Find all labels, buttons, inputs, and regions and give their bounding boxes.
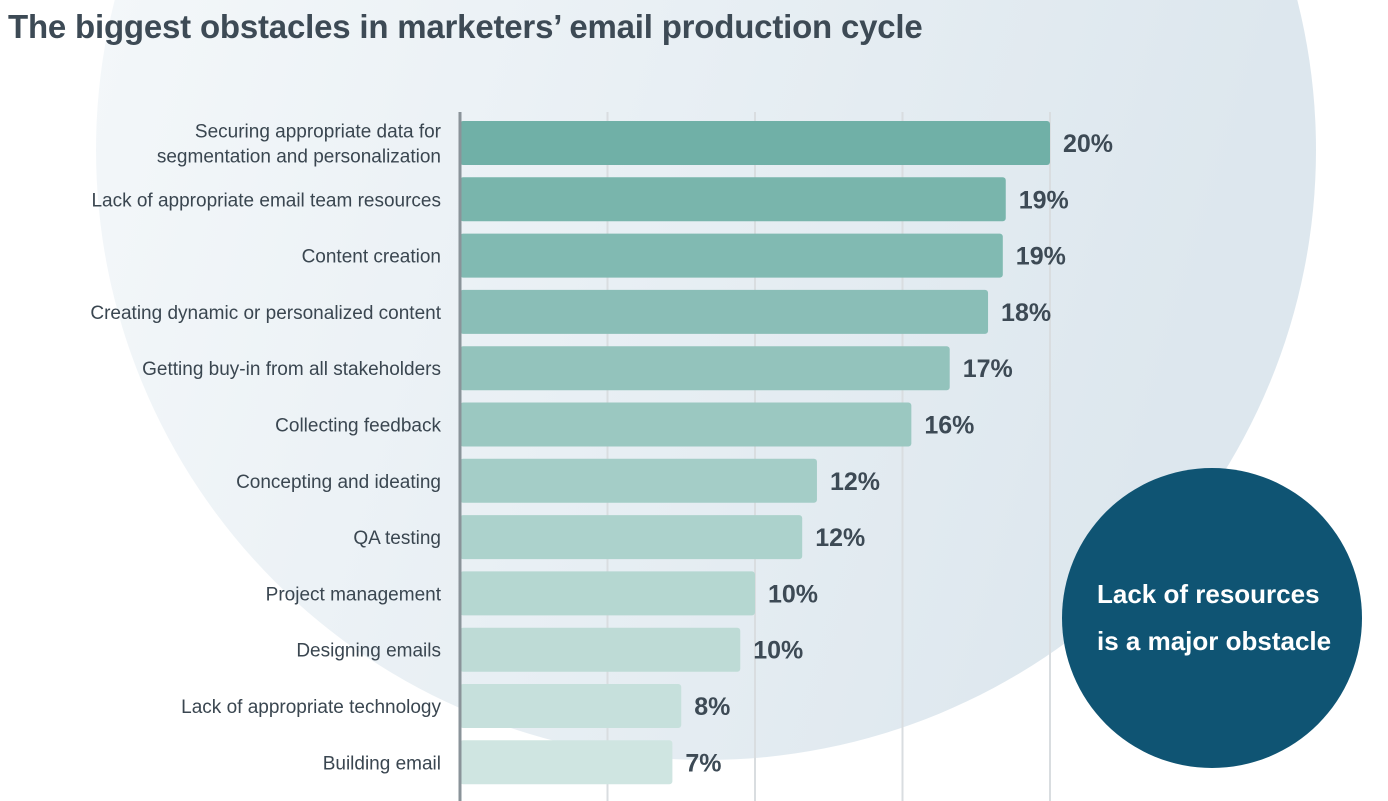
category-label: Content creation — [302, 247, 441, 268]
callout-badge: Lack of resources is a major obstacle — [1062, 468, 1362, 768]
category-label: Securing appropriate data for — [195, 122, 442, 143]
value-label: 10% — [768, 580, 818, 608]
value-label: 12% — [815, 524, 865, 552]
value-label: 18% — [1001, 299, 1051, 327]
value-label: 19% — [1016, 243, 1066, 271]
bar — [460, 289, 989, 334]
callout-line-1: Lack of resources — [1097, 579, 1320, 609]
value-label: 19% — [1019, 186, 1069, 214]
bar — [460, 233, 1003, 278]
category-label: Lack of appropriate email team resources — [91, 190, 441, 211]
bar — [460, 684, 682, 728]
category-label: Building email — [323, 753, 441, 774]
chart-title: The biggest obstacles in marketers’ emai… — [8, 8, 923, 45]
bar — [460, 458, 817, 503]
value-label: 20% — [1063, 130, 1113, 158]
bar — [460, 627, 741, 672]
value-label: 8% — [694, 693, 730, 721]
bar — [460, 177, 1006, 222]
category-label: Project management — [266, 584, 442, 605]
bar — [460, 402, 912, 447]
value-label: 12% — [830, 468, 880, 496]
category-label: Collecting feedback — [275, 416, 441, 437]
value-label: 16% — [924, 412, 974, 440]
bar — [460, 515, 803, 560]
callout-line-2: is a major obstacle — [1097, 626, 1332, 656]
category-label: Creating dynamic or personalized content — [90, 303, 441, 324]
bar — [460, 121, 1050, 165]
value-label: 7% — [685, 749, 721, 777]
category-label: QA testing — [353, 528, 441, 549]
category-label: Designing emails — [296, 641, 441, 662]
value-label: 17% — [963, 355, 1013, 383]
value-label: 10% — [753, 637, 803, 665]
bar — [460, 346, 950, 391]
category-label: segmentation and personalization — [157, 147, 441, 168]
category-label: Concepting and ideating — [236, 472, 441, 493]
bar — [460, 740, 673, 785]
category-label: Getting buy-in from all stakeholders — [142, 359, 441, 380]
category-label: Lack of appropriate technology — [181, 697, 441, 718]
bar — [460, 571, 755, 616]
